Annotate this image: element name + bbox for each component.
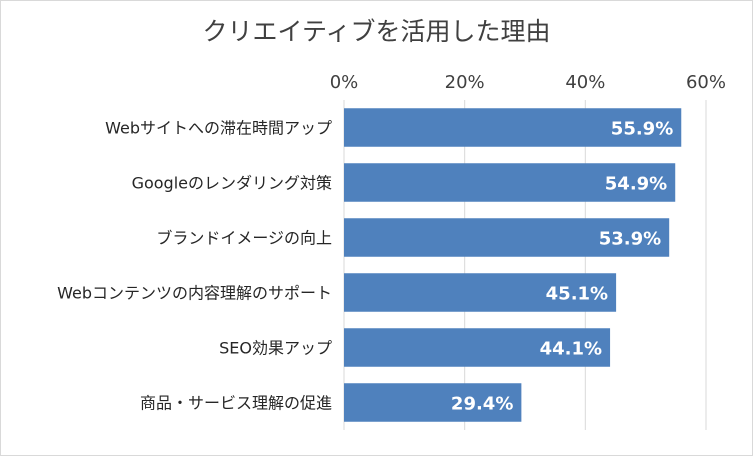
category-label: SEO効果アップ xyxy=(219,339,332,358)
bar xyxy=(344,163,676,202)
bar xyxy=(344,383,522,422)
bar xyxy=(344,273,617,312)
x-tick-label: 0% xyxy=(330,72,359,93)
category-label: ブランドイメージの向上 xyxy=(156,229,332,248)
chart-title: クリエイティブを活用した理由 xyxy=(202,17,551,46)
bar xyxy=(344,218,670,257)
category-label: 商品・サービス理解の促進 xyxy=(140,394,332,413)
bar xyxy=(344,328,611,367)
data-label: 44.1% xyxy=(540,339,602,360)
x-tick-label: 20% xyxy=(445,72,485,93)
bar xyxy=(344,108,682,147)
data-label: 53.9% xyxy=(599,229,661,250)
category-label: Webコンテンツの内容理解のサポート xyxy=(57,284,332,303)
category-label: Googleのレンダリング対策 xyxy=(132,174,332,193)
category-label: Webサイトへの滞在時間アップ xyxy=(105,119,332,138)
data-label: 55.9% xyxy=(611,119,673,140)
data-label: 54.9% xyxy=(605,174,667,195)
x-tick-label: 40% xyxy=(565,72,605,93)
data-label: 29.4% xyxy=(451,394,513,415)
x-tick-label: 60% xyxy=(686,72,726,93)
data-label: 45.1% xyxy=(546,284,608,305)
